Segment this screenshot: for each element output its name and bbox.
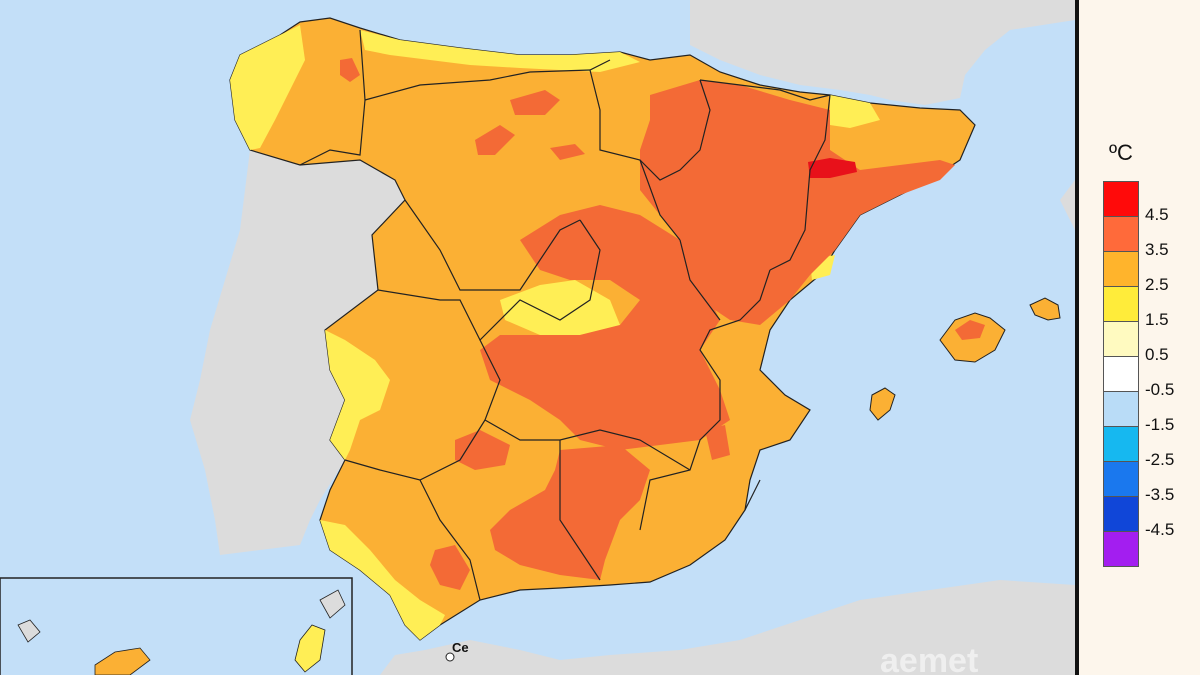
africa-land [380,580,1075,675]
legend-label: 2.5 [1145,275,1169,294]
zone-hot-leon-a [475,125,515,155]
legend-label: 4.5 [1145,205,1169,224]
zone-very-hot-lleida [808,158,857,178]
zone-yellow-west [325,330,390,460]
legend-label: -1.5 [1145,415,1175,434]
zone-hot-galicia [340,58,360,82]
zone-yellow-mid [500,280,620,335]
france-land [690,0,1075,105]
italy-land [1060,180,1075,230]
legend-label: -0.5 [1145,380,1175,399]
legend-swatch [1103,216,1139,252]
city-label-ceuta: Ce [452,640,469,655]
legend-swatch [1103,181,1139,217]
zone-yellow-huelva [320,520,445,640]
zone-yellow-catalonia [830,95,880,128]
zone-yellow-galicia [230,25,305,150]
legend-swatch [1103,496,1139,532]
aemet-watermark: aemet [880,642,978,675]
legend-swatches [1103,181,1139,567]
canary-inset [0,577,353,675]
legend-label: -3.5 [1145,485,1175,504]
legend-label: 0.5 [1145,345,1169,364]
legend-swatch [1103,426,1139,462]
balearic-islands [869,297,1061,421]
legend-label: 1.5 [1145,310,1169,329]
legend-panel: ºC 4.5 3.5 2.5 1.5 0.5 -0.5 -1.5 -2.5 -3.5 -4.5 [1075,0,1200,675]
zone-hot-murcia [705,425,730,460]
legend-swatch [1103,321,1139,357]
legend-swatch [1103,356,1139,392]
temperature-anomaly-map: Ce aemet [0,0,1075,675]
ceuta-marker [445,652,455,662]
legend-label: -4.5 [1145,520,1175,539]
zone-hot-palencia [550,144,585,160]
zone-hot-burgos [510,90,560,115]
legend-swatch [1103,391,1139,427]
legend-label: -2.5 [1145,450,1175,469]
legend-label: 3.5 [1145,240,1169,259]
zone-yellow-north [360,30,640,72]
zone-hot-malaga [430,545,470,590]
zone-hot-center [480,205,730,450]
legend-unit: ºC [1109,140,1133,165]
zone-hot-ebro [640,80,955,325]
legend-swatch [1103,286,1139,322]
zone-hot-jaen [455,430,510,470]
legend-swatch [1103,461,1139,497]
portugal-land [190,150,405,555]
legend-swatch [1103,251,1139,287]
zone-hot-andalusia [490,445,650,580]
region-borders [299,29,831,601]
legend-swatch [1103,531,1139,567]
